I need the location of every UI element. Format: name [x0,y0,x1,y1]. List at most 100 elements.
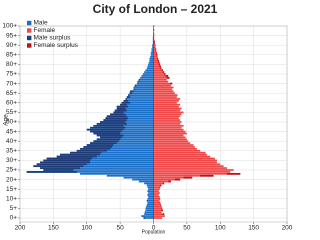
female-bar [153,126,182,129]
y-tick-label: 75+ [6,71,17,78]
female-surplus [162,182,165,185]
male-surplus [40,161,91,164]
male-surplus [129,92,133,95]
male-surplus [137,80,139,83]
male-bar [114,109,154,112]
female-bar [153,90,174,93]
female-surplus [183,176,193,179]
female-bar [153,86,174,89]
x-tick-label: 150 [248,225,259,232]
male-bar [137,80,154,83]
male-bar [129,92,154,95]
x-axis-label: Population [142,229,166,235]
male-surplus [40,167,81,169]
male-bar [148,188,154,191]
male-surplus [126,96,131,98]
legend-swatch [27,43,32,48]
female-surplus [159,65,161,68]
female-bar [153,111,184,114]
male-bar [141,215,154,217]
legend-swatch [27,35,32,41]
male-bar [43,169,154,171]
female-surplus [159,186,161,189]
male-surplus [130,90,134,93]
y-tick-label: 50+ [6,119,17,126]
male-bar [147,186,154,189]
female-bar [153,38,155,41]
female-bar [153,217,163,219]
male-bar [147,190,154,192]
male-surplus [110,113,126,116]
male-bar [103,119,154,121]
y-tick-label: 15+ [6,186,17,193]
female-surplus [153,34,155,37]
female-surplus [200,174,214,177]
male-bar [40,167,154,169]
male-bar [128,94,154,96]
female-bar [153,211,162,214]
chart: City of London – 2021 Age Population 200… [2,2,292,235]
female-bar [153,130,186,133]
male-bar [130,90,154,93]
female-bar [153,138,187,141]
female-bar [153,163,221,166]
male-surplus [56,155,97,158]
x-tick-label: 50 [183,225,191,232]
male-bar [147,65,154,68]
female-bar [153,61,160,64]
female-surplus [156,55,158,58]
female-bar [153,124,184,127]
female-surplus [226,172,241,175]
female-bar [153,63,161,66]
female-bar [153,57,159,60]
female-surplus [170,82,173,85]
female-bar [153,142,191,144]
female-bar [153,53,158,56]
male-bar [148,61,154,64]
female-surplus [154,46,156,48]
female-surplus [159,197,161,200]
female-bar [153,46,156,48]
female-surplus [160,203,161,206]
female-bar [153,153,207,156]
female-bar [153,174,214,177]
female-surplus [160,67,162,70]
female-bar [153,184,162,187]
male-surplus [90,126,126,129]
male-surplus [134,84,137,87]
female-bar [153,36,155,39]
female-bar [153,213,165,216]
male-surplus [113,111,124,114]
male-bar [90,142,154,144]
male-surplus [46,157,93,160]
female-bar [153,182,165,185]
male-surplus [100,121,126,123]
female-bar [153,123,181,125]
male-bar [147,194,154,196]
male-surplus [93,140,119,143]
male-bar [146,203,154,206]
male-surplus [147,190,149,192]
female-bar [153,186,161,189]
female-bar [153,205,162,208]
male-bar [116,105,154,108]
male-bar [125,98,154,100]
female-surplus [159,201,161,204]
female-surplus [160,205,162,208]
legend-label: Male [34,20,48,27]
male-surplus [105,117,129,120]
female-surplus [156,53,158,56]
female-surplus [160,184,162,187]
female-bar [153,103,181,106]
male-bar [96,134,154,137]
x-tick-label: 200 [15,225,26,232]
male-surplus [100,136,122,139]
male-bar [136,82,154,85]
female-surplus [162,213,165,216]
male-surplus [90,130,122,133]
female-bar [153,107,182,110]
female-bar [153,134,184,137]
male-bar [110,113,154,116]
male-surplus [80,148,111,150]
male-surplus [96,123,127,125]
